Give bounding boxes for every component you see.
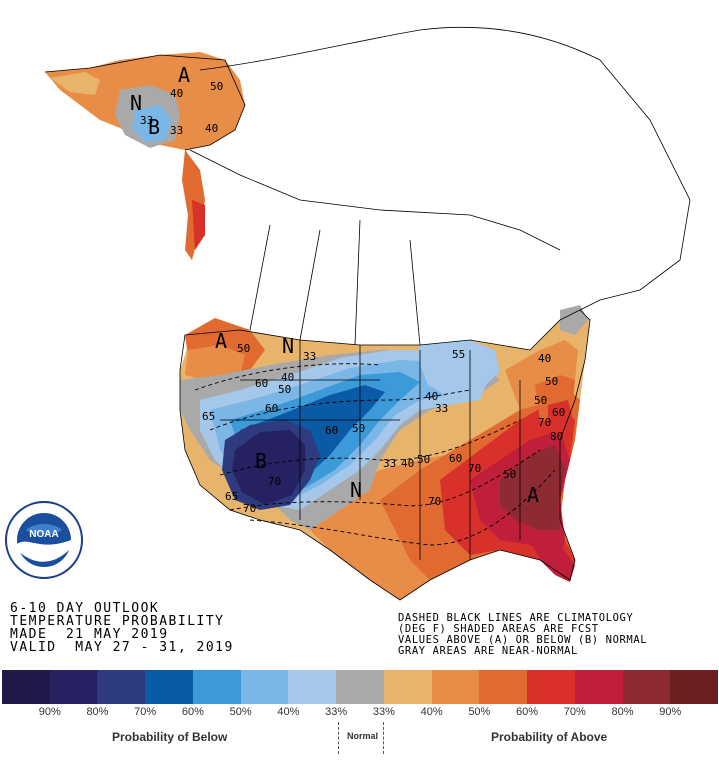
colorbar-tick-label: 40% bbox=[277, 706, 300, 718]
map-label-N-alaska: N bbox=[130, 91, 142, 115]
colorbar-swatch bbox=[97, 670, 146, 704]
svg-text:40: 40 bbox=[170, 87, 183, 100]
probability-below-label: Probability of Below bbox=[112, 730, 228, 744]
note-line-2: (DEG F) SHADED AREAS ARE FCST bbox=[398, 623, 599, 635]
colorbar-swatch bbox=[288, 670, 337, 704]
svg-text:33: 33 bbox=[435, 402, 448, 415]
svg-text:40: 40 bbox=[401, 457, 414, 470]
colorbar-swatch bbox=[192, 670, 241, 704]
normal-label: Normal bbox=[347, 731, 379, 741]
colorbar-tick-label: 90% bbox=[38, 706, 61, 718]
colorbar-tick-label: 33% bbox=[325, 706, 348, 718]
svg-text:60: 60 bbox=[265, 402, 278, 415]
colorbar-swatch bbox=[527, 670, 575, 704]
svg-text:60: 60 bbox=[255, 377, 268, 390]
map-label-A-northwest: A bbox=[215, 329, 227, 353]
svg-text:70: 70 bbox=[243, 502, 256, 515]
svg-text:50: 50 bbox=[237, 342, 250, 355]
noaa-logo-text: NOAA bbox=[29, 529, 58, 540]
svg-text:65: 65 bbox=[225, 490, 238, 503]
svg-text:70: 70 bbox=[468, 462, 481, 475]
colorbar-swatch bbox=[145, 670, 193, 704]
note-line-4: GRAY AREAS ARE NEAR-NORMAL bbox=[398, 645, 578, 657]
svg-text:33: 33 bbox=[140, 114, 153, 127]
normal-divider-left bbox=[338, 722, 339, 754]
colorbar-tick-label: 40% bbox=[420, 706, 443, 718]
svg-text:33: 33 bbox=[170, 124, 183, 137]
map-label-B-alaska: B bbox=[148, 115, 160, 139]
colorbar-tick-label: 80% bbox=[86, 706, 109, 718]
colorbar-tick-label: 50% bbox=[229, 706, 252, 718]
note-line-1: DASHED BLACK LINES ARE CLIMATOLOGY bbox=[398, 612, 634, 624]
map-label-A-alaska: A bbox=[178, 63, 190, 87]
colorbar-swatch bbox=[431, 670, 480, 704]
svg-text:60: 60 bbox=[449, 452, 462, 465]
map-labels: A N B 33 33 40 40 50 A N B N A 50 33 40 … bbox=[130, 63, 565, 515]
colorbar-tick-label: 33% bbox=[372, 706, 395, 718]
svg-text:50: 50 bbox=[534, 394, 547, 407]
probability-colorbar bbox=[2, 670, 719, 704]
outlook-map: A N B 33 33 40 40 50 A N B N A 50 33 40 … bbox=[44, 27, 691, 601]
colorbar-swatch bbox=[336, 670, 384, 704]
colorbar-swatch bbox=[2, 670, 50, 704]
colorbar-tick-label: 60% bbox=[181, 706, 204, 718]
probability-ticks: 90% 80% 70% 60% 50% 40% 33% 33% 40% 50% 60% 70% 80% 9… bbox=[2, 706, 718, 722]
svg-text:40: 40 bbox=[205, 122, 218, 135]
svg-text:50: 50 bbox=[417, 453, 430, 466]
svg-text:60: 60 bbox=[552, 406, 565, 419]
svg-text:65: 65 bbox=[202, 410, 215, 423]
svg-text:50: 50 bbox=[545, 375, 558, 388]
conus-region bbox=[180, 305, 590, 600]
probability-above-label: Probability of Above bbox=[491, 730, 608, 744]
svg-text:50: 50 bbox=[210, 80, 223, 93]
note-line-3: VALUES ABOVE (A) OR BELOW (B) NORMAL bbox=[398, 634, 648, 646]
map-label-B-rockies: B bbox=[255, 449, 267, 473]
colorbar-swatch bbox=[479, 670, 528, 704]
colorbar-tick-label: 70% bbox=[134, 706, 157, 718]
colorbar-tick-label: 90% bbox=[659, 706, 682, 718]
svg-text:40: 40 bbox=[425, 390, 438, 403]
svg-text:70: 70 bbox=[428, 495, 441, 508]
svg-text:80: 80 bbox=[550, 430, 563, 443]
colorbar-swatch bbox=[240, 670, 289, 704]
noaa-logo: NOAA bbox=[5, 501, 83, 579]
outlook-subtitle: TEMPERATURE PROBABILITY bbox=[10, 614, 225, 629]
svg-text:70: 70 bbox=[538, 416, 551, 429]
svg-text:40: 40 bbox=[538, 352, 551, 365]
colorbar-swatch bbox=[670, 670, 719, 704]
colorbar-swatch bbox=[383, 670, 432, 704]
colorbar-swatch bbox=[49, 670, 98, 704]
colorbar-tick-label: 60% bbox=[516, 706, 539, 718]
map-label-N-south-plains: N bbox=[350, 478, 362, 502]
made-date: MADE 21 MAY 2019 bbox=[10, 627, 169, 642]
alaska-region bbox=[45, 52, 245, 260]
svg-text:40: 40 bbox=[281, 371, 294, 384]
colorbar-tick-label: 70% bbox=[563, 706, 586, 718]
svg-text:60: 60 bbox=[325, 424, 338, 437]
svg-text:55: 55 bbox=[452, 348, 465, 361]
map-label-N-northern-plains: N bbox=[282, 334, 294, 358]
colorbar-tick-label: 50% bbox=[468, 706, 491, 718]
svg-text:70: 70 bbox=[268, 475, 281, 488]
colorbar-swatch bbox=[622, 670, 671, 704]
outlook-title: 6-10 DAY OUTLOOK bbox=[10, 601, 160, 616]
svg-text:50: 50 bbox=[278, 383, 291, 396]
climatology-lines bbox=[194, 363, 556, 546]
svg-text:33: 33 bbox=[303, 350, 316, 363]
colorbar-tick-label: 80% bbox=[611, 706, 634, 718]
boundary-lines bbox=[44, 27, 691, 601]
valid-dates: VALID MAY 27 - 31, 2019 bbox=[10, 640, 234, 655]
svg-text:33: 33 bbox=[383, 457, 396, 470]
svg-text:50: 50 bbox=[352, 422, 365, 435]
normal-divider-right bbox=[383, 722, 384, 754]
colorbar-swatch bbox=[574, 670, 623, 704]
svg-text:50: 50 bbox=[503, 468, 516, 481]
map-label-A-southeast: A bbox=[527, 483, 539, 507]
